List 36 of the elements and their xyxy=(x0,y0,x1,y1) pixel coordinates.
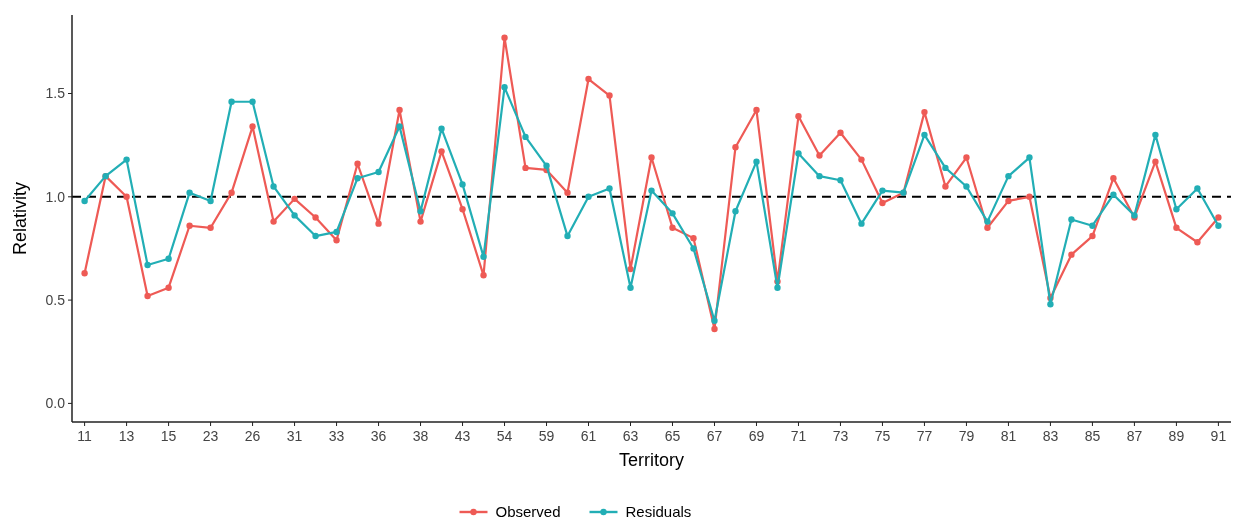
x-tick-label: 38 xyxy=(412,428,429,444)
x-tick-label: 63 xyxy=(622,428,639,444)
y-tick-label: 1.5 xyxy=(45,85,66,102)
y-tick-label: 1.0 xyxy=(45,188,66,205)
x-tick-label: 43 xyxy=(454,428,471,444)
x-tick-label: 87 xyxy=(1126,428,1143,444)
x-tick-label: 31 xyxy=(286,428,303,444)
x-tick-label: 83 xyxy=(1042,428,1059,444)
x-tick-label: 65 xyxy=(664,428,681,444)
y-tick-label: 0.0 xyxy=(45,395,66,412)
x-tick-label: 54 xyxy=(496,428,513,444)
x-tick-label: 36 xyxy=(370,428,387,444)
x-tick-label: 13 xyxy=(118,428,135,444)
x-tick-label: 79 xyxy=(958,428,975,444)
x-tick-label: 15 xyxy=(160,428,177,444)
x-tick-label: 75 xyxy=(874,428,891,444)
x-tick-label: 33 xyxy=(328,428,345,444)
x-tick-label: 85 xyxy=(1084,428,1101,444)
x-tick-label: 89 xyxy=(1168,428,1185,444)
x-tick-label: 73 xyxy=(832,428,849,444)
x-tick-label: 26 xyxy=(244,428,261,444)
x-tick-label: 77 xyxy=(916,428,933,444)
x-axis-title: Territory xyxy=(618,450,685,470)
x-tick-label: 71 xyxy=(790,428,807,444)
x-tick-label: 23 xyxy=(202,428,219,444)
legend-label: Residuals xyxy=(625,503,692,520)
x-tick-label: 81 xyxy=(1000,428,1017,444)
x-tick-label: 61 xyxy=(580,428,597,444)
legend-label: Observed xyxy=(495,503,561,520)
x-tick-label: 11 xyxy=(77,428,93,444)
x-tick-label: 67 xyxy=(706,428,723,444)
y-tick-label: 0.5 xyxy=(45,292,66,309)
x-tick-label: 59 xyxy=(538,428,555,444)
x-tick-label: 91 xyxy=(1210,428,1227,444)
x-tick-label: 69 xyxy=(748,428,765,444)
y-axis-title: Relativity xyxy=(10,181,30,256)
